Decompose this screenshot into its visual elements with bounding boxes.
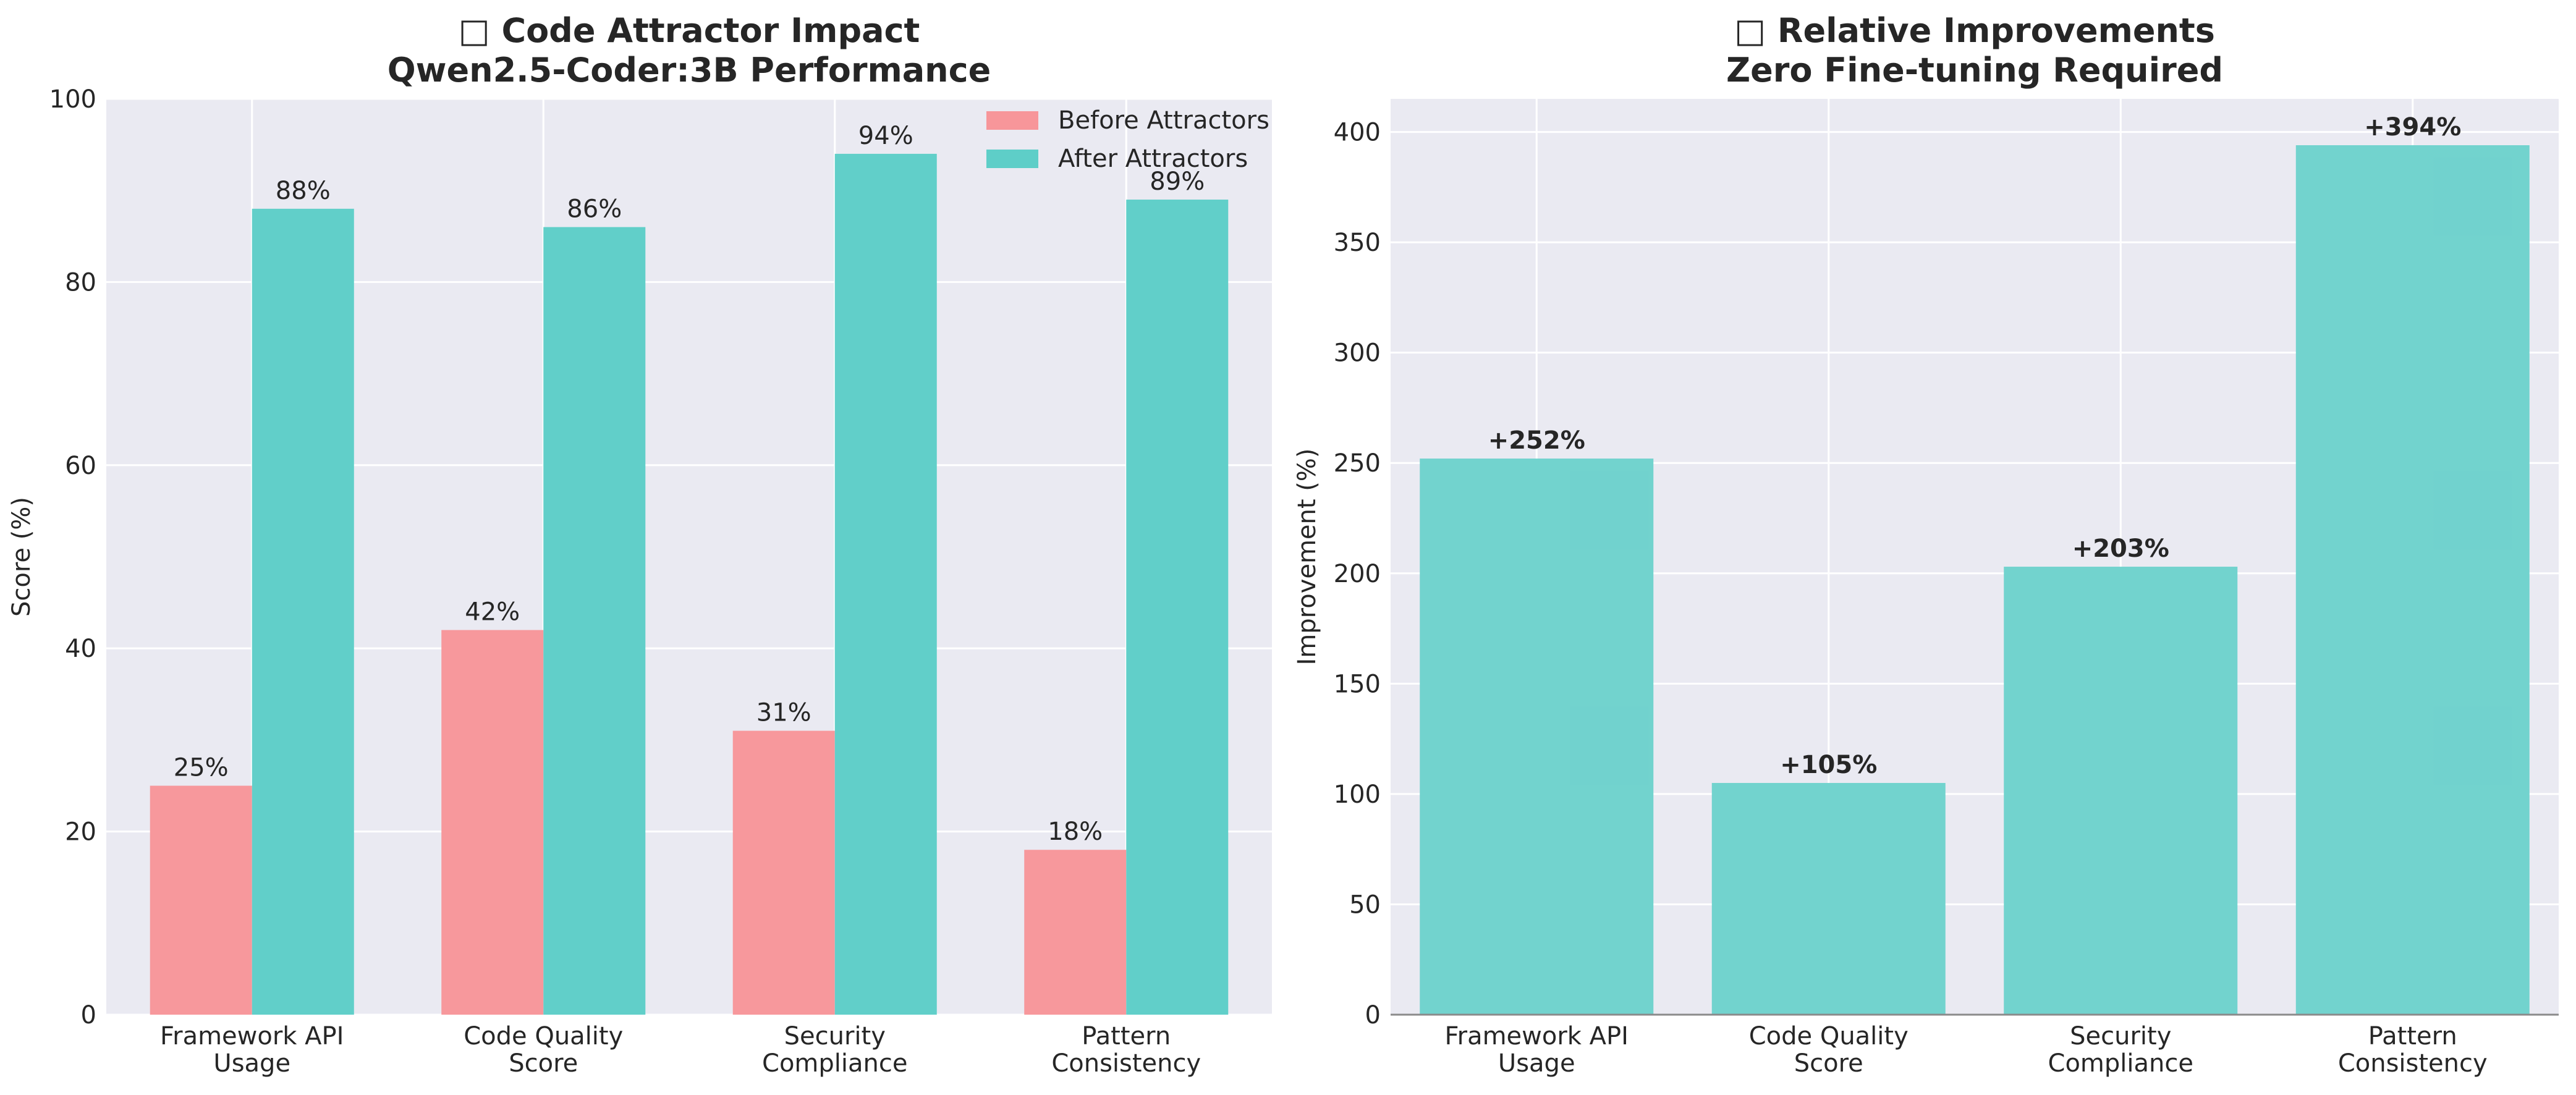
bar-value-label: 88% <box>276 177 331 205</box>
left-xtick-label: Security <box>784 1022 886 1051</box>
left-xtick-label: Code Quality <box>464 1022 623 1051</box>
legend-swatch <box>986 150 1038 168</box>
right-xtick-label: Usage <box>1498 1049 1575 1078</box>
left-ytick-label: 0 <box>81 1001 96 1029</box>
right-ytick-label: 300 <box>1334 339 1381 368</box>
left-ytick-label: 60 <box>65 452 96 480</box>
title-emoji-placeholder-icon: □ <box>459 11 502 50</box>
left-xtick-label: Consistency <box>1051 1049 1201 1078</box>
right-xtick-label: Consistency <box>2338 1049 2488 1078</box>
bar-value-label: 25% <box>174 754 229 782</box>
bar-improvement <box>1711 783 1946 1015</box>
bar-value-label: +203% <box>2072 535 2169 563</box>
chart-relative-improvements: 0 50 100 150 200 250 300 350 400 Framework APIUsa… <box>1293 11 2559 1078</box>
right-ytick-label: 350 <box>1334 229 1381 257</box>
left-subtitle: Qwen2.5-Coder:3B Performance <box>388 51 991 90</box>
right-xtick-label: Pattern <box>2368 1022 2457 1051</box>
right-ytick-label: 100 <box>1334 780 1381 809</box>
bar-before-attractors <box>441 630 544 1015</box>
right-ytick-label: 150 <box>1334 670 1381 698</box>
right-title: □ Relative Improvements <box>1734 11 2215 50</box>
bar-improvement <box>2004 567 2238 1015</box>
right-ylabel: Improvement (%) <box>1293 448 1321 665</box>
bar-before-attractors <box>1024 850 1127 1015</box>
bar-value-label: 94% <box>858 122 913 150</box>
legend-label: After Attractors <box>1058 145 1248 173</box>
right-xtick-label: Security <box>2070 1022 2171 1051</box>
bar-after-attractors <box>1126 200 1229 1015</box>
right-xtick-label: Code Quality <box>1749 1022 1909 1051</box>
left-ytick-label: 20 <box>65 818 96 847</box>
left-xtick-label: Usage <box>213 1049 290 1078</box>
right-xtick-label: Score <box>1794 1049 1863 1078</box>
bar-value-label: 31% <box>756 699 811 727</box>
right-ytick-label: 400 <box>1334 119 1381 147</box>
right-xtick-label: Framework API <box>1445 1022 1629 1051</box>
bar-value-label: 89% <box>1150 167 1205 196</box>
bar-value-label: +394% <box>2364 113 2461 142</box>
left-xtick-label: Pattern <box>1082 1022 1171 1051</box>
bar-value-label: +105% <box>1780 751 1877 779</box>
left-title: □ Code Attractor Impact <box>459 11 920 50</box>
left-ytick-label: 100 <box>49 85 96 114</box>
bar-improvement <box>2295 145 2530 1015</box>
right-ytick-label: 250 <box>1334 449 1381 478</box>
right-title-text: Relative Improvements <box>1777 11 2215 50</box>
legend-label: Before Attractors <box>1058 106 1269 135</box>
right-subtitle: Zero Fine-tuning Required <box>1726 51 2223 90</box>
right-ytick-label: 0 <box>1365 1001 1381 1029</box>
left-xtick-label: Framework API <box>160 1022 344 1051</box>
left-ytick-label: 80 <box>65 268 96 297</box>
bar-before-attractors <box>150 785 252 1015</box>
bar-value-label: 18% <box>1048 818 1103 846</box>
bar-after-attractors <box>252 208 354 1015</box>
right-xtick-label: Compliance <box>2048 1049 2193 1078</box>
bar-improvement <box>1420 459 1654 1015</box>
bar-value-label: +252% <box>1488 426 1585 455</box>
left-ylabel: Score (%) <box>7 497 36 617</box>
bar-after-attractors <box>543 227 646 1015</box>
bar-value-label: 42% <box>465 598 520 627</box>
bar-value-label: 86% <box>567 195 622 223</box>
right-ytick-label: 50 <box>1349 890 1381 919</box>
legend-swatch <box>986 111 1038 130</box>
title-emoji-placeholder-icon: □ <box>1734 11 1777 50</box>
left-ytick-label: 40 <box>65 635 96 663</box>
left-xtick-label: Compliance <box>762 1049 907 1078</box>
left-title-text: Code Attractor Impact <box>501 11 920 50</box>
right-ytick-label: 200 <box>1334 560 1381 588</box>
left-xtick-label: Score <box>509 1049 578 1078</box>
bar-after-attractors <box>834 153 937 1015</box>
bar-before-attractors <box>732 730 835 1015</box>
